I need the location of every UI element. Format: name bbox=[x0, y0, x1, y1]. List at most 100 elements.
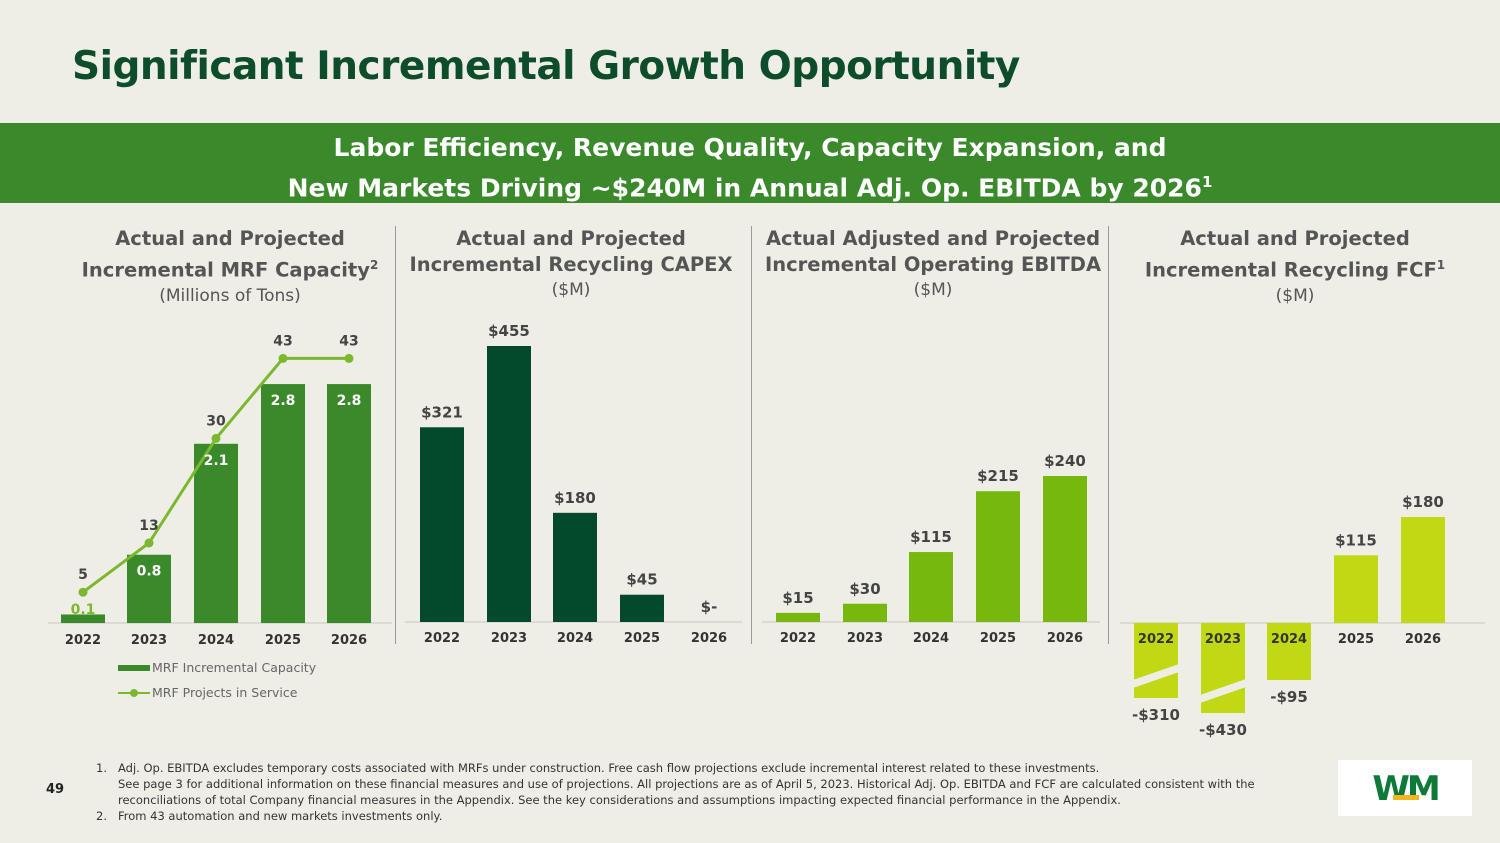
mrf-title-line2-text: Incremental MRF Capacity bbox=[81, 258, 370, 282]
point-mrf-projects bbox=[278, 353, 288, 363]
bar-ebitda bbox=[1043, 476, 1087, 622]
label-mrf-capacity: 2.1 bbox=[204, 453, 229, 469]
legend-line-swatch bbox=[118, 688, 150, 697]
bar-mrf-capacity bbox=[127, 554, 171, 623]
tick-label-fcf: 2022 bbox=[1138, 632, 1174, 647]
label-fcf: $115 bbox=[1335, 531, 1377, 549]
label-ebitda: $215 bbox=[977, 467, 1019, 485]
point-mrf-projects bbox=[78, 587, 88, 597]
bar-ebitda bbox=[776, 612, 820, 622]
legend-label-capacity: MRF Incremental Capacity bbox=[152, 660, 317, 675]
page-title: Significant Incremental Growth Opportuni… bbox=[72, 44, 1020, 89]
tick-label-capex: 2026 bbox=[691, 631, 727, 646]
label-mrf-projects: 43 bbox=[339, 333, 358, 349]
bar-fcf bbox=[1401, 517, 1445, 623]
tick-label-fcf: 2026 bbox=[1405, 632, 1441, 647]
label-capex: $- bbox=[701, 598, 718, 616]
tick-label-fcf: 2025 bbox=[1338, 632, 1374, 647]
label-mrf-capacity: 0.8 bbox=[137, 564, 162, 580]
tick-label-ebitda: 2025 bbox=[980, 631, 1016, 646]
fcf-unit: ($M) bbox=[1275, 285, 1315, 306]
ebitda-heading: Actual Adjusted and Projected Incrementa… bbox=[758, 226, 1108, 302]
ebitda-title-line2: Incremental Operating EBITDA bbox=[764, 253, 1102, 276]
tick-label-capex: 2023 bbox=[491, 631, 527, 646]
banner-line-2-text: New Markets Driving ~$240M in Annual Adj… bbox=[287, 173, 1202, 203]
bar-ebitda bbox=[909, 552, 953, 622]
bar-fcf bbox=[1134, 623, 1178, 698]
capex-title-line1: Actual and Projected bbox=[456, 227, 686, 250]
label-fcf: $180 bbox=[1402, 493, 1444, 511]
label-ebitda: $30 bbox=[849, 580, 880, 598]
footnote-text: See page 3 for additional information on… bbox=[118, 777, 1255, 807]
tick-label-ebitda: 2026 bbox=[1047, 631, 1083, 646]
footnote-2: 2. From 43 automation and new markets in… bbox=[96, 808, 1296, 824]
bar-fcf bbox=[1267, 623, 1311, 680]
tick-label-capex: 2022 bbox=[424, 631, 460, 646]
logo-accent bbox=[1393, 795, 1419, 800]
fcf-title-line1: Actual and Projected bbox=[1180, 227, 1410, 250]
banner-line-1: Labor Efficiency, Revenue Quality, Capac… bbox=[333, 133, 1167, 162]
bar-mrf-capacity bbox=[61, 614, 105, 623]
capex-unit: ($M) bbox=[551, 280, 591, 300]
label-fcf: -$310 bbox=[1132, 706, 1180, 724]
label-capex: $45 bbox=[626, 571, 657, 589]
tick-label-mrf: 2025 bbox=[265, 633, 301, 648]
bar-mrf-capacity bbox=[327, 384, 371, 623]
panel-divider bbox=[1108, 226, 1109, 644]
tick-label-mrf: 2024 bbox=[198, 633, 234, 648]
label-mrf-capacity: 0.1 bbox=[71, 602, 96, 618]
ebitda-title-line1: Actual Adjusted and Projected bbox=[765, 227, 1101, 250]
panel-divider bbox=[395, 226, 396, 644]
label-mrf-projects: 43 bbox=[273, 333, 292, 349]
label-fcf: -$95 bbox=[1270, 688, 1308, 706]
tick-label-fcf: 2024 bbox=[1271, 632, 1307, 647]
label-capex: $455 bbox=[488, 322, 530, 340]
banner-footnote-ref: 1 bbox=[1201, 173, 1213, 191]
panel-divider bbox=[751, 226, 752, 644]
tick-label-mrf: 2026 bbox=[331, 633, 367, 648]
ebitda-unit: ($M) bbox=[913, 280, 953, 300]
mrf-title-sup: 2 bbox=[369, 258, 379, 272]
footnote-number: 2. bbox=[96, 809, 107, 823]
point-mrf-projects bbox=[144, 538, 154, 548]
label-mrf-projects: 30 bbox=[206, 413, 226, 429]
bar-ebitda bbox=[843, 603, 887, 622]
mrf-unit: (Millions of Tons) bbox=[159, 285, 301, 306]
point-mrf-projects bbox=[211, 433, 221, 443]
capex-heading: Actual and Projected Incremental Recycli… bbox=[401, 226, 741, 302]
banner-line-2: New Markets Driving ~$240M in Annual Adj… bbox=[0, 165, 1500, 205]
label-fcf: -$430 bbox=[1199, 721, 1247, 739]
legend-bar-swatch bbox=[118, 664, 150, 671]
tick-label-mrf: 2022 bbox=[65, 633, 101, 648]
axis-break-mark bbox=[1200, 679, 1246, 703]
label-mrf-projects: 13 bbox=[139, 518, 158, 534]
bar-capex bbox=[487, 346, 531, 622]
label-capex: $321 bbox=[421, 403, 463, 421]
bar-mrf-capacity bbox=[261, 384, 305, 623]
axis-break-mark bbox=[1133, 664, 1179, 688]
wm-logo-icon: WM bbox=[1372, 771, 1441, 805]
capex-title-line2: Incremental Recycling CAPEX bbox=[409, 253, 733, 276]
label-capex: $180 bbox=[554, 489, 596, 507]
bar-mrf-capacity bbox=[194, 443, 238, 623]
legend-label-projects: MRF Projects in Service bbox=[152, 685, 298, 700]
label-ebitda: $15 bbox=[782, 589, 813, 607]
footnote-text: From 43 automation and new markets inves… bbox=[118, 809, 443, 823]
mrf-capacity-heading: Actual and Projected Incremental MRF Cap… bbox=[60, 226, 400, 308]
page-number: 49 bbox=[46, 782, 65, 797]
bar-fcf bbox=[1334, 555, 1378, 623]
label-mrf-capacity: 2.8 bbox=[271, 393, 296, 409]
bar-capex bbox=[620, 594, 664, 622]
point-mrf-projects bbox=[344, 353, 354, 363]
label-mrf-capacity: 2.8 bbox=[337, 393, 362, 409]
tick-label-ebitda: 2023 bbox=[847, 631, 883, 646]
wm-logo: WM bbox=[1338, 760, 1472, 816]
tick-label-ebitda: 2024 bbox=[913, 631, 949, 646]
bar-capex bbox=[420, 427, 464, 622]
label-mrf-projects: 5 bbox=[78, 567, 88, 583]
bar-ebitda bbox=[976, 491, 1020, 622]
tick-label-ebitda: 2022 bbox=[780, 631, 816, 646]
footnotes: 1. Adj. Op. EBITDA excludes temporary co… bbox=[96, 760, 1296, 824]
tick-label-fcf: 2023 bbox=[1205, 632, 1241, 647]
